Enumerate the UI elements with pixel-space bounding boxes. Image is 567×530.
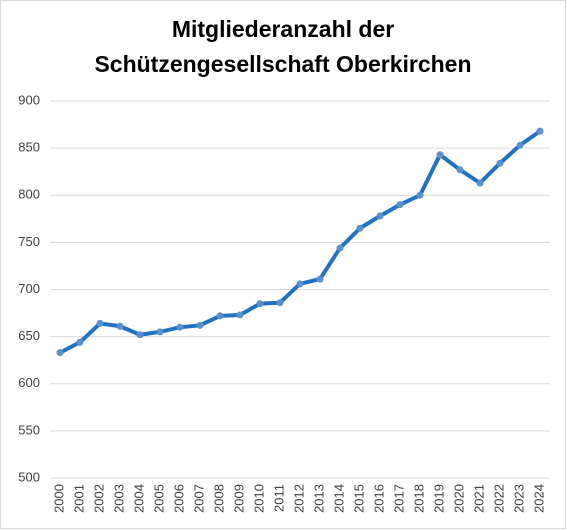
x-tick-label: 2024 [531, 484, 546, 513]
data-point [156, 328, 164, 336]
data-point [276, 299, 284, 307]
x-tick-label: 2013 [311, 484, 326, 513]
x-tick-label: 2002 [91, 484, 106, 513]
data-point [116, 322, 124, 330]
data-point [476, 179, 484, 187]
x-tick-label: 2022 [491, 484, 506, 513]
data-point [396, 201, 404, 209]
x-tick-label: 2008 [211, 484, 226, 513]
x-tick-label: 2018 [411, 484, 426, 513]
x-tick-label: 2019 [431, 484, 446, 513]
data-point [216, 312, 224, 320]
x-tick-label: 2001 [71, 484, 86, 513]
data-point [136, 331, 144, 339]
y-tick-label: 700 [18, 281, 40, 296]
data-point [356, 224, 364, 232]
data-point [76, 338, 84, 346]
data-point [296, 280, 304, 288]
data-point [256, 300, 264, 308]
y-tick-label: 900 [18, 92, 40, 107]
data-point [416, 191, 424, 199]
data-point [96, 319, 104, 327]
y-tick-label: 500 [18, 469, 40, 484]
x-tick-label: 2021 [471, 484, 486, 513]
x-tick-label: 2003 [111, 484, 126, 513]
x-tick-label: 2011 [271, 484, 286, 512]
y-tick-label: 550 [18, 422, 40, 437]
data-point [456, 166, 464, 174]
chart-title: Mitgliederanzahl der [172, 16, 394, 42]
data-point [176, 323, 184, 331]
x-tick-label: 2020 [451, 484, 466, 513]
x-tick-label: 2016 [371, 484, 386, 513]
x-tick-label: 2015 [351, 484, 366, 513]
x-tick-label: 2004 [131, 484, 146, 513]
y-tick-label: 650 [18, 328, 40, 343]
x-tick-label: 2000 [51, 484, 66, 513]
data-point [516, 141, 524, 149]
y-tick-label: 600 [18, 375, 40, 390]
x-tick-label: 2007 [191, 484, 206, 513]
x-tick-label: 2005 [151, 484, 166, 513]
y-tick-label: 850 [18, 140, 40, 155]
x-tick-label: 2023 [511, 484, 526, 513]
chart-title: Schützengesellschaft Oberkirchen [94, 51, 471, 77]
data-point [436, 151, 444, 159]
data-point [236, 311, 244, 319]
data-point [536, 127, 544, 135]
data-point [376, 212, 384, 220]
x-tick-label: 2012 [291, 484, 306, 513]
data-point [336, 244, 344, 252]
x-tick-label: 2009 [231, 484, 246, 513]
x-tick-label: 2014 [331, 484, 346, 513]
data-point [496, 159, 504, 167]
data-point [316, 275, 324, 283]
data-point [196, 321, 204, 329]
x-tick-label: 2006 [171, 484, 186, 513]
x-tick-label: 2017 [391, 484, 406, 513]
x-tick-label: 2010 [251, 484, 266, 513]
y-tick-label: 750 [18, 234, 40, 249]
data-point [56, 349, 64, 357]
y-tick-label: 800 [18, 187, 40, 202]
